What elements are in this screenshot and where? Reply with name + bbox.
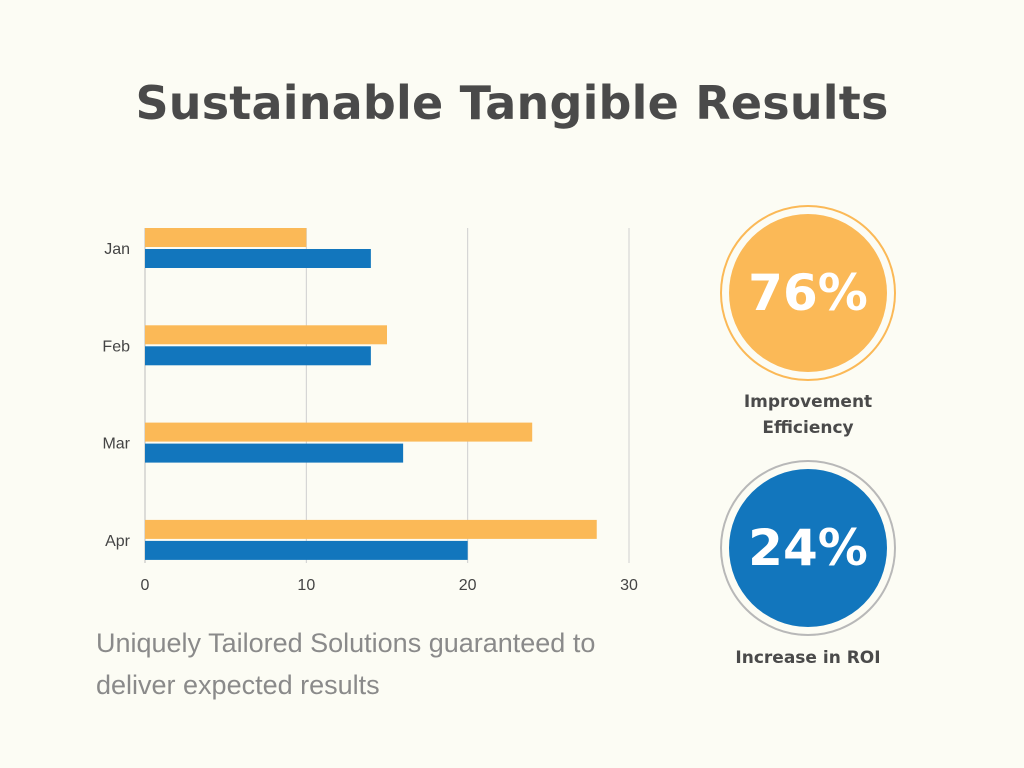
bar-mar-series-2 [145, 443, 404, 463]
x-tick-label-20: 20 [459, 577, 477, 594]
bar-feb-series-1 [145, 325, 387, 345]
x-tick-label-0: 0 [141, 577, 150, 594]
bar-apr-series-2 [145, 540, 468, 560]
x-tick-label-30: 30 [620, 577, 638, 594]
subtitle: Uniquely Tailored Solutions guaranteed t… [96, 628, 596, 700]
roi-circle: 24% [729, 469, 887, 627]
efficiency-ring [720, 205, 896, 381]
bar-mar-series-1 [145, 422, 533, 442]
bar-jan-series-1 [145, 228, 307, 247]
category-label-feb: Feb [102, 338, 130, 355]
x-tick-label-10: 10 [297, 577, 315, 594]
category-label-mar: Mar [102, 436, 130, 453]
efficiency-value: 76% [748, 264, 868, 322]
efficiency-label: Improvement Efficiency [743, 392, 873, 438]
roi-ring [720, 460, 896, 636]
bar-chart: 0 10 20 30 Jan Feb Mar Apr [102, 228, 638, 594]
category-label-jan: Jan [104, 241, 130, 258]
category-label-apr: Apr [105, 533, 131, 550]
roi-value: 24% [748, 519, 868, 577]
bar-jan-series-2 [145, 249, 371, 268]
page-title: Sustainable Tangible Results [135, 76, 889, 130]
bar-feb-series-2 [145, 346, 371, 366]
bar-apr-series-1 [145, 519, 597, 539]
roi-label: Increase in ROI [735, 648, 881, 668]
efficiency-circle: 76% [729, 214, 887, 372]
